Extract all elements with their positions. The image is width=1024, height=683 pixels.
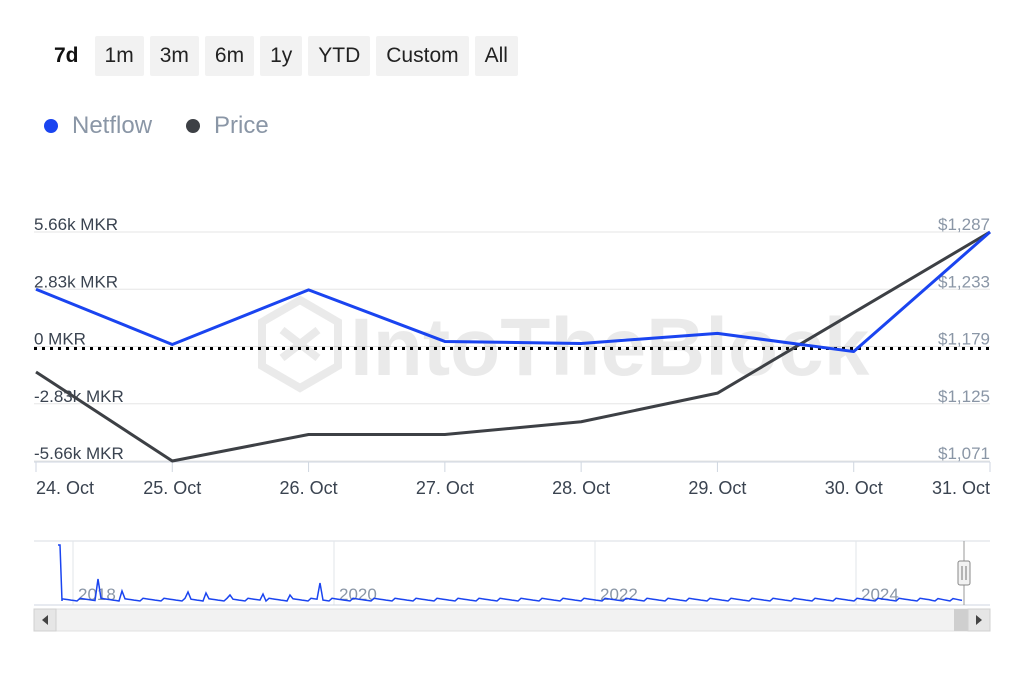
watermark-logo-icon bbox=[258, 295, 342, 393]
range-button-1y[interactable]: 1y bbox=[260, 36, 303, 76]
navigator[interactable]: 2018 2020 2022 2024 bbox=[33, 540, 991, 632]
legend: Netflow Price bbox=[44, 112, 269, 140]
left-axis: 5.66k MKR 2.83k MKR 0 MKR -2.83k MKR -5.66k … bbox=[34, 215, 124, 463]
range-button-6m[interactable]: 6m bbox=[204, 36, 255, 76]
x-tick-label: 26. Oct bbox=[280, 478, 338, 498]
range-button-all[interactable]: All bbox=[474, 36, 518, 76]
legend-item-price[interactable]: Price bbox=[186, 112, 269, 140]
right-axis: $1,287 $1,233 $1,179 $1,125 $1,071 bbox=[938, 215, 990, 463]
grid-lines bbox=[34, 231, 990, 462]
legend-dot-icon bbox=[186, 119, 201, 133]
legend-label: Price bbox=[214, 112, 269, 139]
navigator-handle[interactable] bbox=[957, 560, 971, 586]
arrow-left-icon bbox=[42, 615, 48, 625]
x-tick-label: 31. Oct bbox=[932, 478, 990, 498]
arrow-right-icon bbox=[976, 615, 982, 625]
scrollbar-track[interactable] bbox=[33, 608, 991, 632]
x-tick-label: 29. Oct bbox=[688, 478, 746, 498]
range-button-1m[interactable]: 1m bbox=[94, 36, 144, 76]
left-tick-label: 2.83k MKR bbox=[34, 272, 118, 291]
range-button-3m[interactable]: 3m bbox=[149, 36, 199, 76]
left-tick-label: 5.66k MKR bbox=[34, 215, 118, 234]
range-button-7d[interactable]: 7d bbox=[44, 36, 89, 76]
right-tick-label: $1,125 bbox=[938, 387, 990, 406]
right-tick-label: $1,179 bbox=[938, 330, 990, 349]
series-lines bbox=[35, 230, 991, 463]
x-tick-label: 27. Oct bbox=[416, 478, 474, 498]
x-tick-label: 30. Oct bbox=[825, 478, 883, 498]
right-tick-label: $1,071 bbox=[938, 444, 990, 463]
x-axis: 24. Oct 25. Oct 26. Oct 27. Oct 28. Oct 29. O… bbox=[34, 461, 991, 498]
navigator-series-line bbox=[58, 544, 963, 603]
left-tick-label: 0 MKR bbox=[34, 330, 86, 349]
x-tick-label: 28. Oct bbox=[552, 478, 610, 498]
range-selector: 7d 1m 3m 6m 1y YTD Custom All bbox=[44, 36, 518, 76]
legend-item-netflow[interactable]: Netflow bbox=[44, 112, 152, 140]
scrollbar-thumb[interactable] bbox=[954, 609, 968, 631]
x-tick-label: 24. Oct bbox=[36, 478, 94, 498]
navigator-year-label: 2022 bbox=[600, 585, 638, 604]
right-tick-label: $1,233 bbox=[938, 272, 990, 291]
range-button-custom[interactable]: Custom bbox=[376, 36, 469, 76]
x-tick-label: 25. Oct bbox=[143, 478, 201, 498]
legend-dot-icon bbox=[44, 119, 58, 133]
right-tick-label: $1,287 bbox=[938, 215, 990, 234]
watermark: IntoTheBlock bbox=[258, 295, 870, 393]
range-button-ytd[interactable]: YTD bbox=[308, 36, 371, 76]
series-line-price bbox=[35, 230, 991, 463]
series-line-netflow bbox=[35, 230, 991, 354]
left-tick-label: -2.83k MKR bbox=[34, 387, 124, 406]
left-tick-label: -5.66k MKR bbox=[34, 444, 124, 463]
legend-label: Netflow bbox=[72, 112, 153, 139]
navigator-year-label: 2020 bbox=[339, 585, 377, 604]
